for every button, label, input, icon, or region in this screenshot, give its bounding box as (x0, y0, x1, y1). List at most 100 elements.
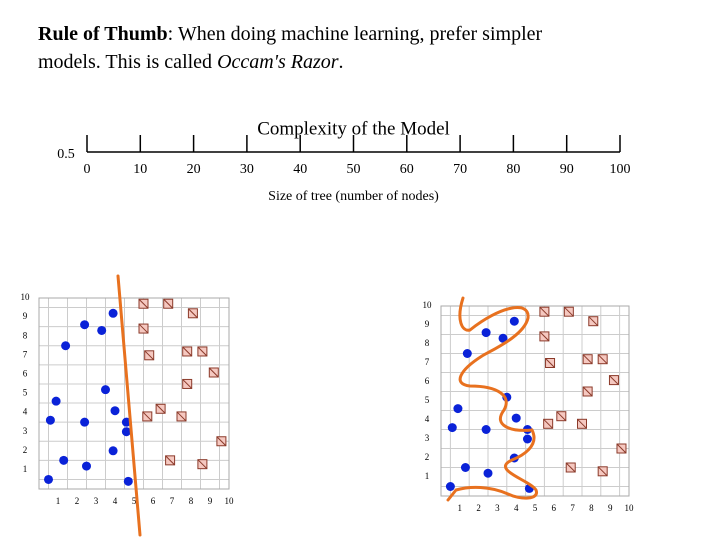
y-tick-label: 6 (23, 368, 28, 378)
x-tick-label: 3 (94, 496, 99, 506)
circle-point (453, 404, 463, 414)
square-hatch (142, 411, 153, 422)
square-hatch (543, 418, 554, 429)
square-point (616, 443, 627, 454)
y-tick-label: 8 (425, 338, 430, 348)
square-hatch (216, 436, 227, 447)
x-tick-label: 1 (56, 496, 61, 506)
circle-point (45, 415, 55, 425)
circle-point (80, 320, 90, 330)
square-point (208, 367, 219, 378)
square-point (543, 418, 554, 429)
x-tick-label: 0 (84, 162, 91, 177)
square-point (197, 459, 208, 470)
x-tick-label: 40 (293, 162, 307, 177)
square-point (163, 298, 174, 309)
square-hatch (144, 350, 155, 361)
square-hatch (155, 403, 166, 414)
x-tick-label: 80 (506, 162, 520, 177)
x-axis-label: Size of tree (number of nodes) (268, 189, 439, 204)
y-tick-label: 2 (23, 445, 28, 455)
circle-point (59, 455, 69, 465)
axis-title: Complexity of the Model (257, 118, 450, 139)
square-hatch (208, 367, 219, 378)
x-tick-label: 30 (240, 162, 254, 177)
square-point (582, 386, 593, 397)
circle-point (483, 468, 493, 478)
square-hatch (597, 466, 608, 477)
square-point (608, 375, 619, 386)
x-tick-label: 8 (189, 496, 194, 506)
circle-point (462, 349, 472, 358)
square-point (597, 354, 608, 365)
boundary-curve (446, 296, 538, 502)
separator-line (116, 274, 142, 537)
square-hatch (616, 443, 627, 454)
x-tick-label: 50 (347, 162, 361, 177)
square-hatch (197, 346, 208, 357)
square-hatch (539, 331, 550, 342)
circle-point (110, 406, 120, 416)
x-tick-label: 4 (113, 496, 118, 506)
square-point (144, 350, 155, 361)
square-point (182, 378, 193, 389)
y-tick-label: 10 (423, 300, 433, 310)
circle-point (82, 461, 91, 471)
y-tick-label: 1 (23, 464, 28, 474)
heading-italic: Occam's Razor (217, 51, 339, 73)
circle-point (447, 423, 457, 433)
circle-point (481, 425, 491, 434)
x-tick-label: 10 (625, 503, 635, 513)
square-hatch (539, 306, 550, 317)
y-tick-label: 10 (21, 292, 31, 302)
x-tick-label: 9 (608, 503, 613, 513)
x-tick-label: 7 (570, 503, 575, 513)
square-point (142, 411, 153, 422)
square-hatch (545, 358, 555, 368)
square-hatch (163, 298, 174, 309)
square-hatch (197, 459, 208, 470)
square-point (187, 308, 198, 319)
x-tick-label: 4 (514, 503, 519, 513)
y-tick-label: 6 (425, 376, 430, 386)
circle-point (51, 396, 61, 406)
x-tick-label: 60 (400, 162, 414, 177)
x-tick-label: 100 (610, 162, 631, 177)
square-hatch (588, 316, 599, 327)
circle-point (108, 308, 118, 318)
heading-text: : When doing machine learning, prefer si… (168, 23, 543, 45)
circle-point (460, 463, 470, 472)
square-point (577, 418, 587, 429)
x-tick-label: 6 (552, 503, 557, 513)
circle-point (80, 417, 90, 427)
circle-point (121, 427, 131, 437)
square-point (556, 411, 567, 422)
y-tick-label: 0.5 (57, 147, 75, 162)
circle-point (511, 413, 521, 423)
heading-line: models. This is called Occam's Razor. (38, 51, 344, 73)
square-point (539, 306, 550, 317)
y-tick-label: 2 (425, 452, 430, 462)
circle-point (97, 325, 107, 335)
y-tick-label: 9 (23, 311, 28, 321)
square-point (176, 411, 187, 422)
square-hatch (182, 379, 193, 389)
square-point (216, 436, 227, 447)
square-point (165, 455, 176, 466)
square-hatch (188, 308, 198, 319)
x-tick-label: 7 (170, 496, 175, 506)
x-tick-label: 90 (560, 162, 574, 177)
y-tick-label: 7 (425, 357, 430, 367)
circle-point (108, 446, 118, 456)
square-hatch (138, 298, 149, 309)
x-tick-label: 10 (133, 162, 147, 177)
square-hatch (563, 306, 574, 317)
heading-bold: Rule of Thumb (38, 23, 168, 45)
circle-point (445, 482, 455, 491)
x-tick-label: 9 (208, 496, 213, 506)
y-tick-label: 1 (425, 471, 430, 481)
square-point (545, 358, 556, 368)
y-tick-label: 7 (23, 349, 28, 359)
circle-point (498, 333, 508, 343)
